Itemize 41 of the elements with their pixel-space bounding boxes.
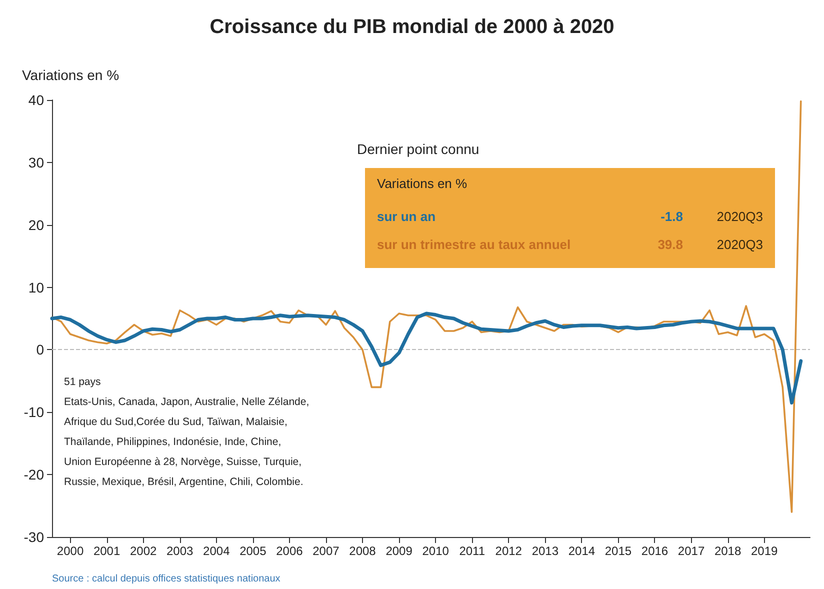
x-tick-label: 2017 (678, 544, 705, 558)
chart-title: Croissance du PIB mondial de 2000 à 2020 (210, 16, 614, 38)
x-tick-label: 2018 (714, 544, 742, 558)
x-tick-label: 2005 (240, 544, 267, 558)
y-tick-label: -30 (24, 529, 44, 545)
annotation: -1.8 (660, 208, 683, 224)
annotation: Dernier point connu (357, 141, 480, 157)
x-tick-label: 2019 (750, 544, 778, 558)
x-tick-label: 2006 (276, 544, 304, 558)
y-tick-label: 30 (28, 154, 44, 170)
x-tick-label: 2008 (349, 544, 376, 558)
x-tick-label: 2002 (130, 544, 157, 558)
annotation: 2020Q3 (716, 208, 763, 224)
y-tick-label: 40 (28, 92, 44, 108)
text: sur un trimestre au taux annuel (377, 236, 571, 252)
x-tick-label: 2015 (604, 544, 632, 558)
y-tick-label: 20 (28, 216, 44, 233)
annotation: Variations en % (377, 176, 468, 193)
x-tick-label: 2009 (386, 544, 413, 558)
x-tick-label: 2001 (93, 544, 120, 558)
annotation: 39.8 (656, 236, 683, 252)
source-note: Source : calcul depuis offices statistiques nationaux (52, 574, 280, 584)
annotation: 2020Q3 (716, 236, 763, 252)
y-tick-label: 10 (28, 279, 44, 296)
y-tick-label: 0 (36, 342, 44, 358)
text: sur un an (377, 208, 436, 224)
x-tick-label: 2010 (422, 544, 450, 558)
line-series (51, 100, 802, 513)
x-tick-label: 2012 (495, 544, 522, 558)
x-tick-label: 2007 (312, 544, 340, 558)
x-tick-label: 2000 (56, 544, 84, 558)
y-tick-label: -10 (24, 404, 44, 420)
x-tick-label: 2014 (568, 544, 596, 558)
x-tick-label: 2004 (203, 544, 230, 558)
x-tick-label: 2011 (459, 544, 486, 558)
y-tick-label: -20 (24, 466, 44, 483)
x-tick-label: 2013 (532, 544, 559, 558)
annotation: 51 pays Etats-Unis, Canada, Japon, Australie, Nelle Zélande, Afrique du Sud,Corée du Sud, Taïwan, Malaisie, Thaïlande, Philippines, Indonésie, Inde, Chine, Union Européenne à 28, Norvège, Suisse, Turquie, Russie, Mexique, Brésil, Argentine, Chili, Colombie. (64, 376, 310, 488)
x-tick-label: 2016 (641, 544, 668, 558)
x-tick-label: 2003 (166, 544, 194, 558)
y-axis-title: Variations en % (22, 67, 120, 83)
